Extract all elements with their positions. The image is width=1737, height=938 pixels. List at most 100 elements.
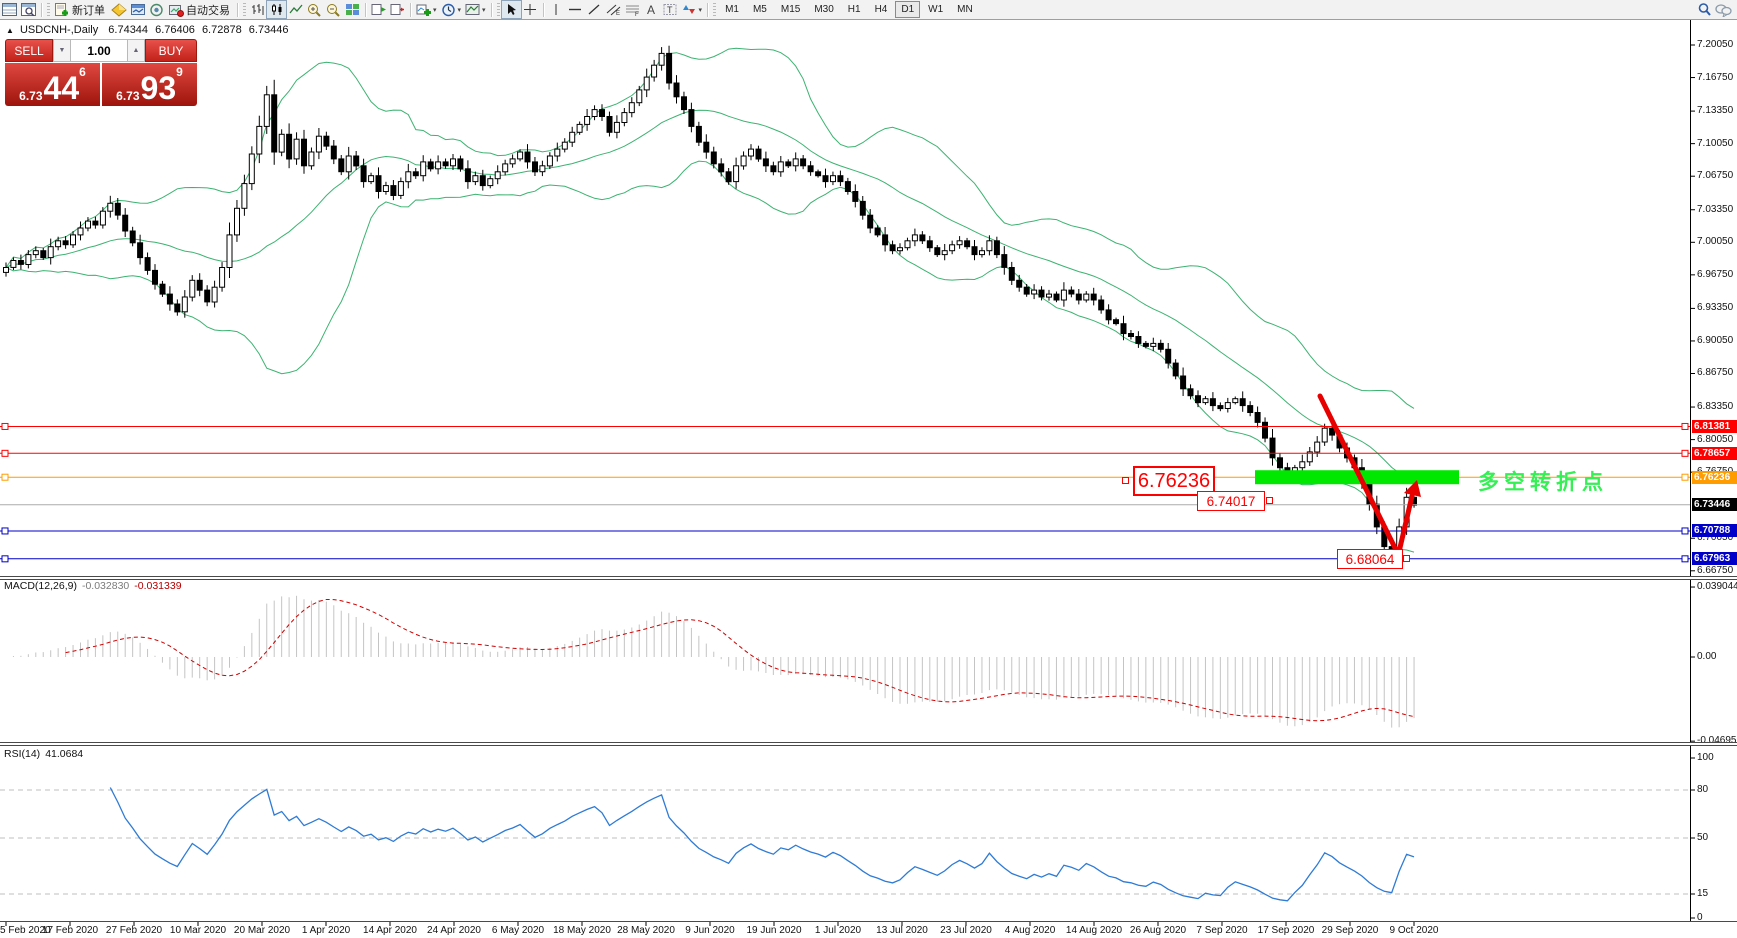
candlestick-chart-icon[interactable] — [266, 0, 287, 19]
timeframe-h1[interactable]: H1 — [847, 4, 861, 15]
sound-icon[interactable] — [147, 1, 166, 18]
zoom-in-icon[interactable] — [305, 1, 324, 18]
hline-handle[interactable] — [1, 527, 9, 535]
sell-button[interactable]: SELL — [5, 39, 53, 62]
hline-handle[interactable] — [1681, 449, 1689, 457]
tile-windows-icon[interactable] — [343, 1, 362, 18]
up-arrow-head[interactable] — [1404, 480, 1421, 497]
new-order-button[interactable]: 新订单 — [72, 4, 105, 17]
candle-body — [837, 175, 844, 183]
candle-body — [934, 247, 941, 256]
rsi-pane-separator[interactable] — [0, 742, 1737, 746]
volume-up-spinner[interactable]: ▲ — [127, 39, 145, 62]
hline-handle[interactable] — [1, 422, 9, 430]
sell-price-display[interactable]: 6.73 44 6 — [5, 63, 100, 106]
chat-icon[interactable] — [1714, 1, 1733, 18]
date-label: 29 Sep 2020 — [1321, 925, 1379, 936]
hline-handle[interactable] — [1, 555, 9, 563]
zoom-out-icon[interactable] — [324, 1, 343, 18]
volume-down-spinner[interactable]: ▼ — [53, 39, 71, 62]
timeframe-w1[interactable]: W1 — [928, 4, 944, 15]
candle-body — [844, 181, 851, 193]
timeframe-h4[interactable]: H4 — [874, 4, 888, 15]
timeframe-m5[interactable]: M5 — [752, 4, 767, 15]
timeframe-m15[interactable]: M15 — [780, 4, 801, 15]
chart-shift-icon[interactable] — [388, 1, 407, 18]
bar-chart-icon[interactable] — [248, 1, 267, 18]
hline-handle[interactable] — [1, 473, 9, 481]
date-label: 24 Apr 2020 — [427, 925, 481, 936]
hline-handle[interactable] — [1681, 473, 1689, 481]
candle-body — [703, 141, 710, 153]
candle-body — [755, 148, 762, 160]
market-watch-icon[interactable] — [0, 1, 19, 18]
price-badge: 6.81381 — [1692, 420, 1737, 433]
candle-body — [181, 296, 188, 313]
templates-icon[interactable] — [463, 1, 482, 18]
candle-body — [1083, 293, 1090, 301]
candle-body — [554, 148, 561, 157]
sell-price-big: 44 — [43, 70, 80, 106]
vertical-line-icon[interactable] — [547, 1, 566, 18]
toolbar-grip[interactable] — [243, 3, 246, 16]
indicators-dropdown-caret[interactable]: ▾ — [433, 6, 437, 14]
hline-handle[interactable] — [1681, 422, 1689, 430]
auto-scroll-icon[interactable] — [369, 1, 388, 18]
metaeditor-icon[interactable] — [109, 1, 128, 18]
pivot-band[interactable] — [1255, 470, 1459, 485]
timeframe-m1[interactable]: M1 — [725, 4, 739, 15]
text-icon[interactable]: A — [642, 1, 661, 18]
macd-pane-separator[interactable] — [0, 576, 1737, 580]
hline-handle[interactable] — [1681, 527, 1689, 535]
periods-icon[interactable] — [439, 1, 458, 18]
annotation-handle[interactable] — [1403, 555, 1410, 562]
arrows-icon[interactable] — [680, 1, 699, 18]
timeframe-m30[interactable]: M30 — [814, 4, 834, 15]
hline-handle[interactable] — [1, 449, 9, 457]
candle-body — [1142, 342, 1149, 347]
volume-input[interactable] — [71, 39, 127, 62]
buy-button[interactable]: BUY — [145, 39, 197, 62]
candle-body — [643, 76, 650, 91]
candle-body — [911, 234, 918, 242]
horizontal-line-icon[interactable] — [566, 1, 585, 18]
trendline-icon[interactable] — [585, 1, 604, 18]
candle-body — [651, 64, 658, 78]
buy-price-display[interactable]: 6.73 93 9 — [102, 63, 197, 106]
templates-dropdown-caret[interactable]: ▾ — [482, 6, 486, 14]
ohlc-low: 6.72878 — [201, 24, 242, 36]
arrows-dropdown-caret[interactable]: ▾ — [698, 6, 703, 14]
candle-body — [99, 210, 106, 226]
price-tick-label: 6.96750 — [1697, 269, 1734, 280]
equidistant-channel-icon[interactable]: E — [604, 1, 623, 18]
autotrading-icon[interactable] — [166, 1, 185, 18]
up-arrow-line[interactable] — [1396, 493, 1415, 555]
timeframe-mn[interactable]: MN — [957, 4, 973, 15]
search-icon[interactable] — [1695, 1, 1714, 18]
pivot-point-text[interactable]: 多空转折点 — [1478, 471, 1608, 494]
fibonacci-icon[interactable]: F — [623, 1, 642, 18]
data-window-icon[interactable] — [19, 1, 38, 18]
rsi-tick-label: 80 — [1697, 784, 1709, 795]
new-order-icon[interactable] — [52, 1, 71, 18]
crosshair-icon[interactable] — [521, 1, 540, 18]
timeframe-d1[interactable]: D1 — [895, 1, 921, 18]
terminal-icon[interactable] — [128, 1, 147, 18]
price-annotation-668064[interactable]: 6.68064 — [1337, 549, 1403, 569]
indicators-icon[interactable] — [414, 1, 433, 18]
toolbar-grip[interactable] — [713, 3, 717, 16]
toolbar-grip[interactable] — [496, 3, 500, 16]
annotation-handle[interactable] — [1122, 477, 1129, 484]
cursor-icon[interactable] — [500, 0, 522, 19]
autotrading-button[interactable]: 自动交易 — [186, 4, 230, 17]
price-annotation-674017[interactable]: 6.74017 — [1197, 491, 1265, 511]
text-label-icon[interactable]: T — [661, 1, 680, 18]
svg-text:T: T — [667, 5, 673, 15]
down-arrow-line[interactable] — [1317, 393, 1401, 557]
collapse-panel-icon[interactable]: ▲ — [6, 26, 14, 35]
periods-dropdown-caret[interactable]: ▾ — [457, 6, 462, 14]
hline-handle[interactable] — [1681, 555, 1689, 563]
line-chart-icon[interactable] — [286, 1, 305, 18]
toolbar-grip[interactable] — [47, 3, 50, 16]
annotation-handle[interactable] — [1266, 497, 1273, 504]
